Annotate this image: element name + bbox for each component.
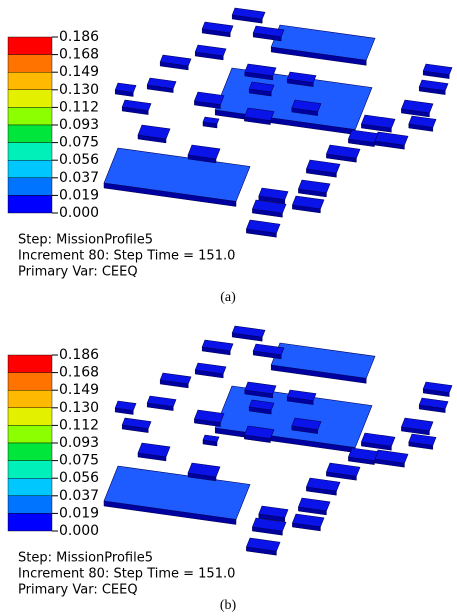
legend-swatch	[8, 478, 52, 496]
legend-label: 0.075	[59, 135, 99, 151]
legend-label: 0.075	[59, 453, 99, 469]
step-label: Step: MissionProfile5	[18, 551, 153, 566]
legend-swatch	[8, 496, 52, 514]
legend-label: 0.168	[59, 47, 99, 63]
legend-label: 0.112	[59, 417, 99, 433]
legend-label: 0.056	[59, 470, 99, 486]
figure: 0.1860.1680.1490.1300.1120.0930.0750.056…	[0, 0, 457, 616]
increment-label: Increment 80: Step Time = 151.0	[18, 249, 235, 264]
legend-label: 0.149	[59, 64, 99, 80]
step-label: Step: MissionProfile5	[18, 233, 153, 248]
legend-label: 0.130	[59, 400, 99, 416]
legend-swatch	[8, 90, 52, 108]
legend-label: 0.000	[59, 523, 99, 539]
caption: (b)	[220, 598, 237, 613]
legend-swatch	[8, 443, 52, 461]
legend-label: 0.130	[59, 82, 99, 98]
legend-swatch	[8, 55, 52, 73]
legend-label: 0.186	[59, 347, 99, 363]
increment-label: Increment 80: Step Time = 151.0	[18, 567, 235, 582]
legend-swatch	[8, 425, 52, 443]
board	[104, 148, 250, 201]
legend-swatch	[8, 143, 52, 161]
legend-label: 0.093	[59, 117, 99, 133]
legend-label: 0.186	[59, 29, 99, 45]
legend-swatch	[8, 408, 52, 426]
legend-label: 0.037	[59, 488, 99, 504]
legend-swatch	[8, 72, 52, 90]
legend-swatch	[8, 160, 52, 178]
legend-swatch	[8, 373, 52, 391]
legend-label: 0.000	[59, 205, 99, 221]
legend-label: 0.056	[59, 152, 99, 168]
page: {"legend_colors": ["#ff0000", "#ff7300",…	[0, 0, 457, 616]
legend-swatch	[8, 125, 52, 143]
legend-swatch	[8, 37, 52, 55]
legend-label: 0.093	[59, 435, 99, 451]
board	[104, 466, 250, 519]
legend-swatch	[8, 107, 52, 125]
legend-swatch	[8, 355, 52, 373]
legend-label: 0.019	[59, 187, 99, 203]
legend-label: 0.149	[59, 382, 99, 398]
legend-swatch	[8, 178, 52, 196]
legend-label: 0.019	[59, 505, 99, 521]
legend-swatch	[8, 390, 52, 408]
legend-swatch	[8, 461, 52, 479]
caption: (a)	[220, 290, 236, 305]
variable-label: Primary Var: CEEQ	[18, 583, 138, 598]
legend-swatch	[8, 195, 52, 213]
legend-label: 0.112	[59, 99, 99, 115]
legend-label: 0.037	[59, 170, 99, 186]
legend-label: 0.168	[59, 365, 99, 381]
variable-label: Primary Var: CEEQ	[18, 265, 138, 280]
legend-swatch	[8, 513, 52, 531]
